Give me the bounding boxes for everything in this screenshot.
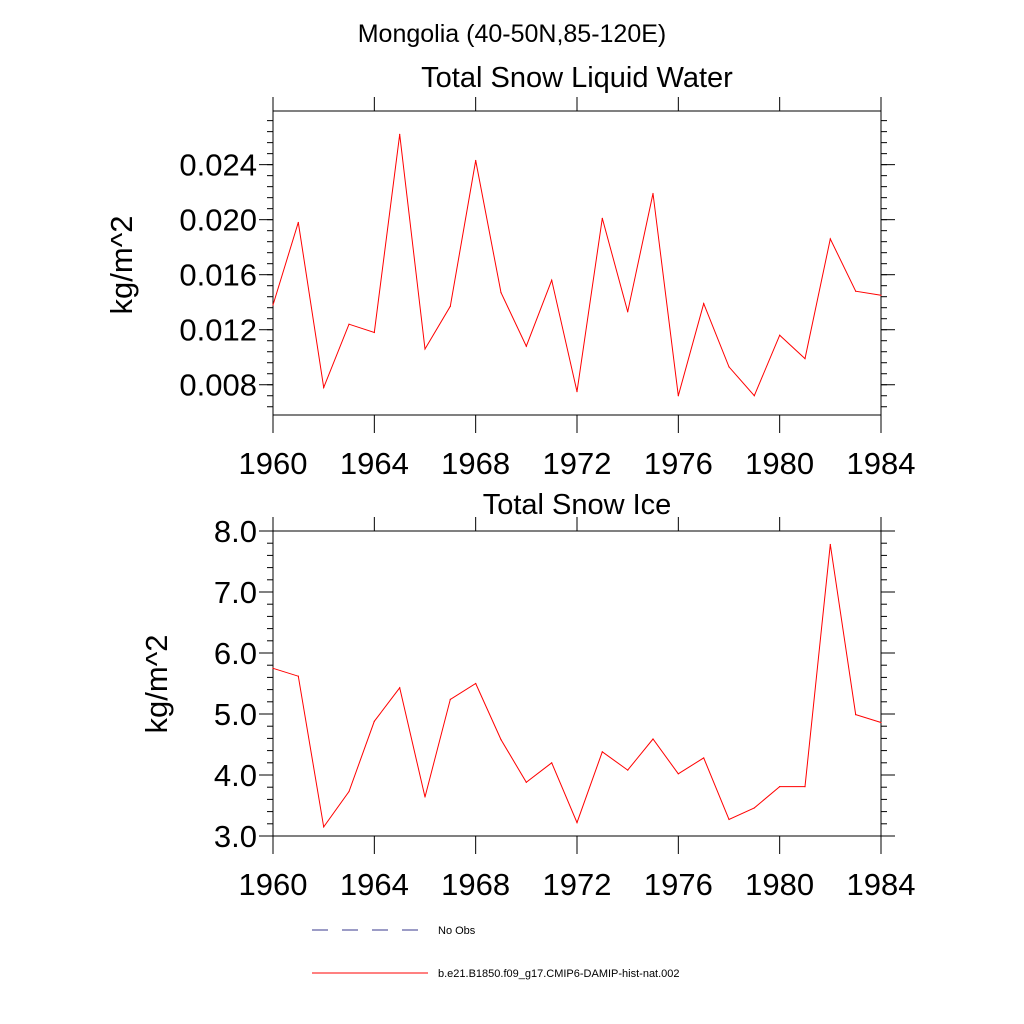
legend-label-no-obs: No Obs bbox=[438, 925, 476, 937]
data-point bbox=[297, 221, 299, 224]
data-point bbox=[475, 682, 477, 685]
y-tick-label: 5.0 bbox=[214, 697, 257, 732]
data-point bbox=[551, 279, 553, 281]
y-tick-label: 0.016 bbox=[179, 258, 257, 293]
plot-frame bbox=[272, 110, 882, 416]
data-point bbox=[576, 821, 578, 824]
data-point bbox=[601, 751, 603, 753]
data-point bbox=[525, 345, 527, 347]
series-line bbox=[272, 544, 882, 829]
y-axis-label: kg/m^2 bbox=[104, 216, 139, 315]
data-point bbox=[348, 323, 350, 325]
data-point bbox=[500, 739, 502, 741]
x-tick-label: 1964 bbox=[340, 867, 409, 902]
data-point bbox=[677, 773, 679, 775]
data-point bbox=[804, 785, 806, 788]
data-point bbox=[880, 721, 882, 724]
liquid-water-panel: Total Snow Liquid Water kg/m^2 1960 1964 1… bbox=[104, 62, 915, 481]
y-tick-label: 4.0 bbox=[214, 758, 257, 793]
data-point bbox=[703, 757, 705, 759]
x-tick-label: 1960 bbox=[239, 867, 308, 902]
data-point bbox=[500, 291, 502, 294]
x-tick-label: 1976 bbox=[644, 446, 713, 481]
data-point bbox=[855, 714, 857, 716]
data-point bbox=[576, 391, 578, 393]
data-point bbox=[551, 762, 553, 764]
y-tick-label: 0.024 bbox=[179, 148, 257, 183]
legend: No Obs b.e21.B1850.f09_g17.CMIP6-DAMIP-h… bbox=[312, 925, 680, 980]
data-point bbox=[703, 302, 705, 305]
x-tick-label: 1976 bbox=[644, 867, 713, 902]
data-point bbox=[728, 366, 730, 368]
data-point bbox=[424, 796, 426, 798]
y-tick-label: 6.0 bbox=[214, 636, 257, 671]
plot-frame bbox=[272, 530, 882, 837]
panel-title: Total Snow Liquid Water bbox=[421, 62, 733, 94]
data-point bbox=[855, 290, 857, 292]
data-point bbox=[627, 311, 629, 313]
data-point bbox=[449, 698, 451, 700]
series-line bbox=[272, 134, 882, 397]
data-point bbox=[475, 159, 477, 162]
data-point bbox=[753, 807, 755, 809]
suptitle: Mongolia (40-50N,85-120E) bbox=[358, 20, 667, 48]
x-tick-label: 1964 bbox=[340, 446, 409, 481]
x-tick-label: 1980 bbox=[745, 867, 814, 902]
data-point bbox=[829, 543, 831, 546]
legend-label-model: b.e21.B1850.f09_g17.CMIP6-DAMIP-hist-nat… bbox=[438, 968, 680, 980]
data-point bbox=[323, 386, 325, 389]
data-point bbox=[399, 133, 401, 135]
data-point bbox=[424, 348, 426, 350]
data-point bbox=[272, 667, 274, 669]
data-point bbox=[728, 818, 730, 821]
data-point bbox=[373, 331, 375, 334]
y-tick-label: 0.020 bbox=[179, 203, 257, 238]
data-point bbox=[348, 790, 350, 793]
panel-title: Total Snow Ice bbox=[483, 489, 672, 521]
data-point bbox=[323, 826, 325, 828]
y-tick-label: 3.0 bbox=[214, 819, 257, 854]
y-axis-label: kg/m^2 bbox=[139, 635, 174, 734]
data-point bbox=[804, 358, 806, 360]
data-point bbox=[525, 781, 527, 783]
y-tick-label: 8.0 bbox=[214, 514, 257, 549]
data-point bbox=[779, 785, 781, 788]
data-point bbox=[627, 769, 629, 771]
data-point bbox=[652, 192, 654, 195]
data-point bbox=[449, 305, 451, 307]
x-tick-label: 1984 bbox=[847, 867, 916, 902]
data-point bbox=[373, 720, 375, 722]
data-point bbox=[297, 675, 299, 677]
x-tick-label: 1960 bbox=[239, 446, 308, 481]
x-tick-label: 1980 bbox=[745, 446, 814, 481]
x-tick-label: 1972 bbox=[543, 867, 612, 902]
y-tick-label: 7.0 bbox=[214, 575, 257, 610]
data-point bbox=[272, 304, 274, 306]
data-point bbox=[652, 738, 654, 740]
data-point bbox=[829, 238, 831, 240]
data-point bbox=[601, 217, 603, 219]
x-tick-label: 1984 bbox=[847, 446, 916, 481]
y-tick-label: 0.012 bbox=[179, 313, 257, 348]
x-tick-label: 1968 bbox=[441, 867, 510, 902]
snow-ice-panel: Total Snow Ice kg/m^2 1960 1964 1968 1972 19… bbox=[139, 489, 915, 902]
data-point bbox=[779, 334, 781, 336]
data-point bbox=[880, 294, 882, 296]
x-tick-label: 1968 bbox=[441, 446, 510, 481]
data-point bbox=[399, 687, 401, 689]
data-point bbox=[753, 395, 755, 397]
data-point bbox=[677, 395, 679, 397]
x-tick-label: 1972 bbox=[543, 446, 612, 481]
y-tick-label: 0.008 bbox=[179, 368, 257, 403]
